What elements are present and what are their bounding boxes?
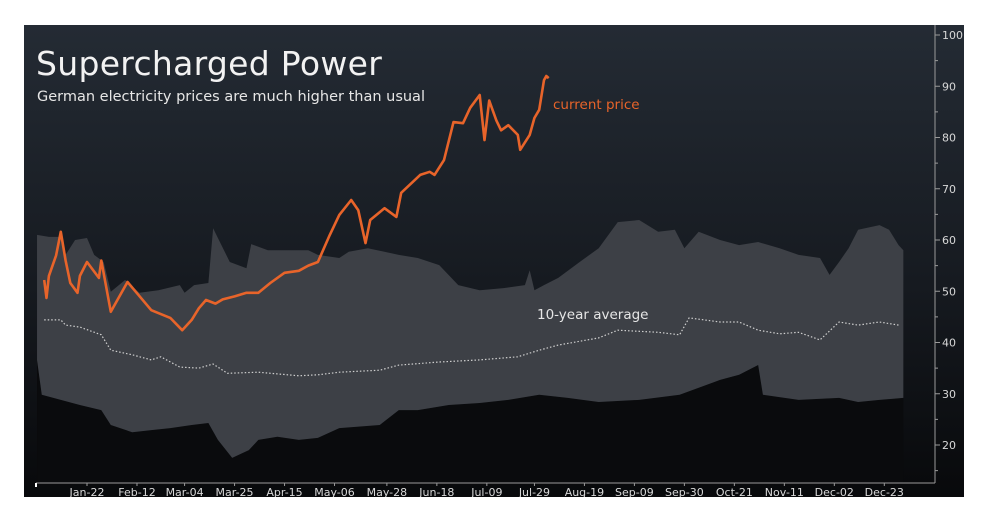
x-tick-label: Oct-21: [716, 486, 753, 497]
ten-year-average-annotation: 10-year average: [537, 307, 649, 323]
x-tick-label: Sep-30: [665, 486, 704, 497]
x-tick-label: Dec-23: [865, 486, 904, 497]
y-tick-label: 60: [942, 234, 956, 247]
current-price-line: [42, 74, 550, 332]
x-tick-label: Aug-19: [565, 486, 604, 497]
y-tick-label: 40: [942, 337, 956, 350]
chart-panel: 20 30 40 50 60 70 80 90 100 Jan-22 Feb-12 Mar-04 Mar…: [24, 25, 964, 497]
y-tick-label: 80: [942, 132, 956, 145]
chart-title: Supercharged Power: [36, 44, 383, 83]
x-tick-label: Feb-12: [118, 486, 155, 497]
y-tick-label: 90: [942, 80, 956, 93]
x-tick-label: Sep-09: [615, 486, 654, 497]
x-tick-label: Mar-04: [166, 486, 204, 497]
y-tick-label: 30: [942, 388, 956, 401]
x-tick-label: Apr-15: [266, 486, 302, 497]
x-tick-label: May-28: [367, 486, 408, 497]
y-tick-label: 20: [942, 439, 956, 452]
chart-svg: 20 30 40 50 60 70 80 90 100 Jan-22 Feb-12 Mar-04 Mar…: [35, 25, 963, 497]
below-range-area: [37, 359, 904, 483]
x-tick-label: Jul-09: [470, 486, 502, 497]
ten-year-range-band: [37, 220, 904, 458]
y-tick-label: 100: [942, 29, 963, 42]
x-tick-label: May-06: [314, 486, 355, 497]
y-tick-label: 70: [942, 183, 956, 196]
x-tick-label: Nov-11: [765, 486, 804, 497]
y-tick-label: 50: [942, 285, 956, 298]
current-price-annotation: current price: [553, 97, 640, 113]
x-tick-label: Jan-22: [69, 486, 105, 497]
x-tick-label: Jun-18: [418, 486, 454, 497]
x-tick-label: Dec-02: [815, 486, 854, 497]
x-tick-label: Jul-29: [518, 486, 550, 497]
x-tick-label: Mar-25: [216, 486, 254, 497]
chart-subtitle: German electricity prices are much highe…: [37, 89, 425, 105]
